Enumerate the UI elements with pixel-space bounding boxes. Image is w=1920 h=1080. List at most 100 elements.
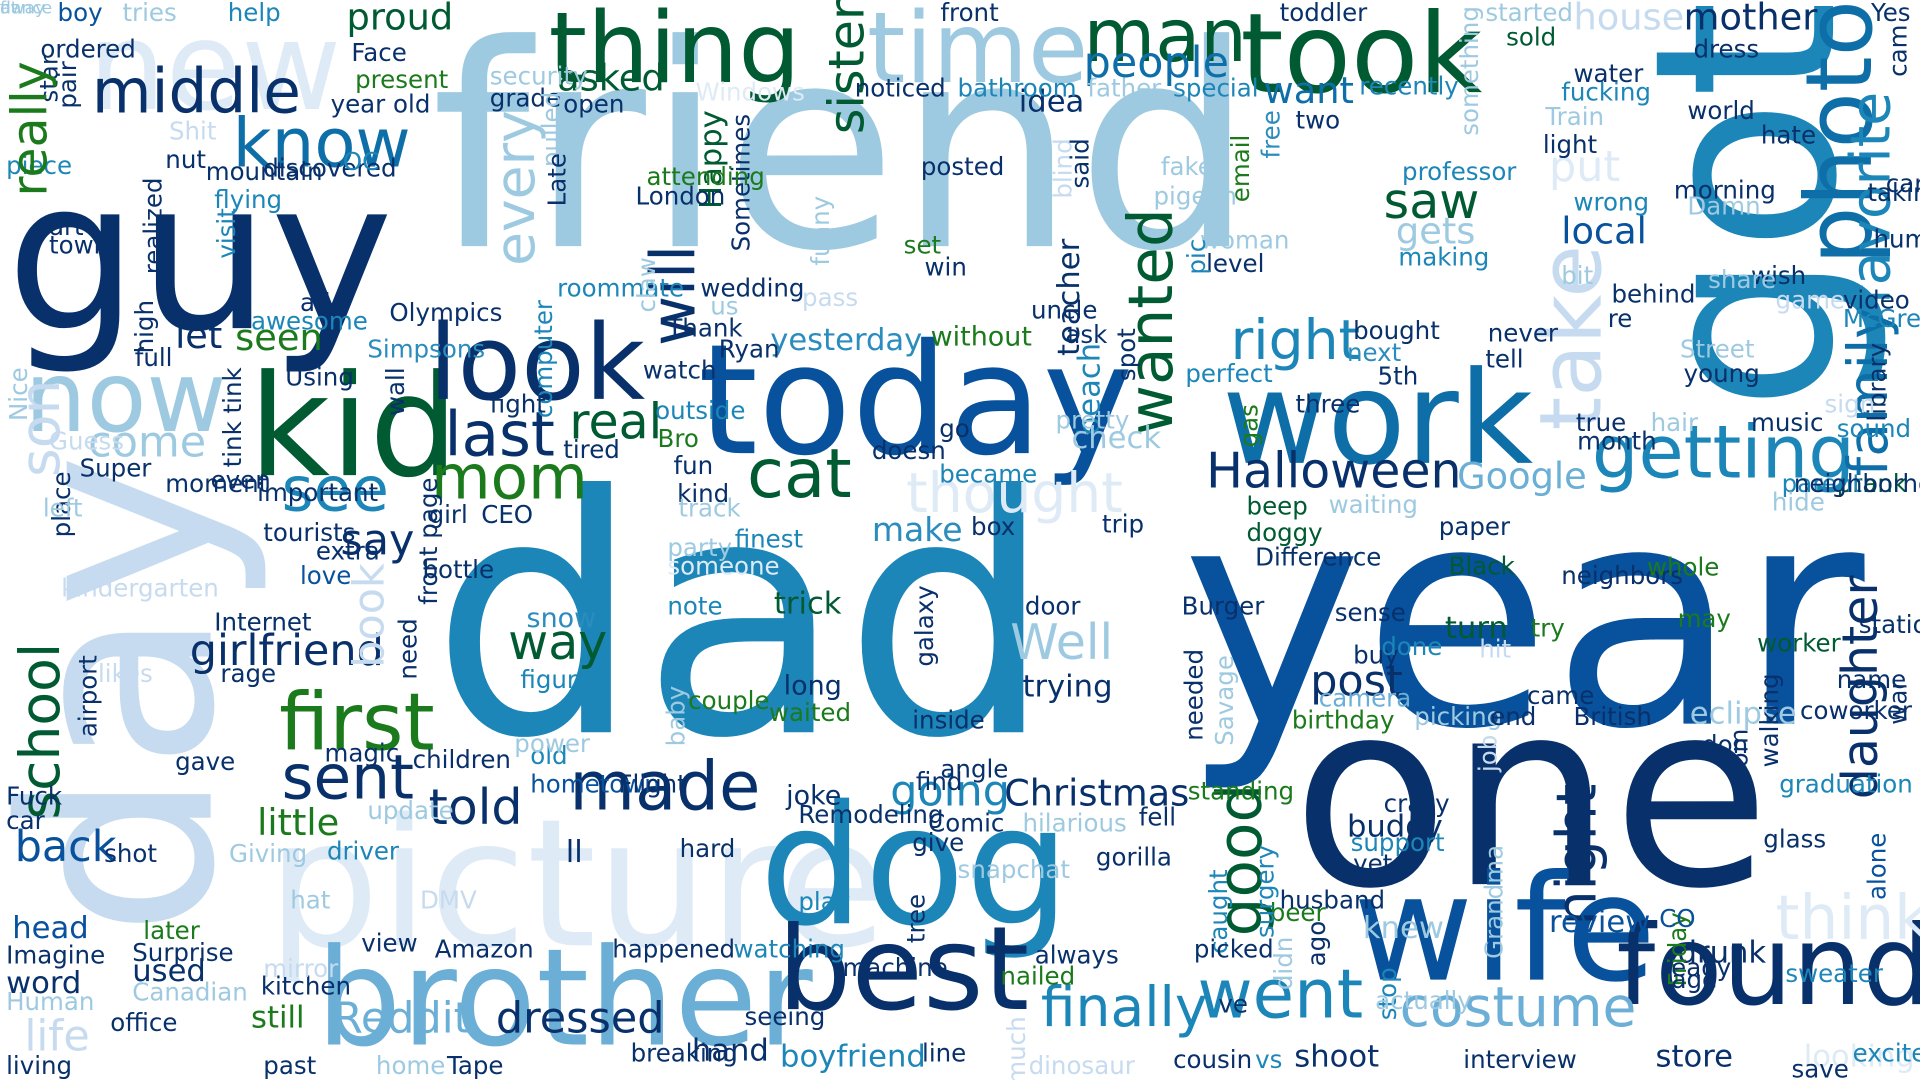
word-local: local	[1561, 210, 1647, 254]
word-party: party	[667, 532, 733, 563]
word-drunk: drunk	[1677, 934, 1767, 970]
word-fun: fun	[673, 450, 714, 481]
word-needed: needed	[1179, 648, 1209, 741]
word-oc: OC	[342, 146, 380, 177]
word-won: won	[918, 544, 969, 575]
word-wrong: wrong	[1573, 187, 1650, 217]
word-neighborhood: neighborhood	[1793, 468, 1920, 499]
word-couple: couple	[688, 685, 770, 716]
word-town: town	[48, 230, 110, 260]
word-human: Human	[6, 986, 95, 1017]
word-burger: Burger	[1181, 591, 1265, 621]
word-nut: nut	[165, 144, 206, 174]
word-posted: posted	[920, 151, 1005, 182]
word-walking: walking	[1754, 673, 1785, 768]
word-found: found	[1616, 902, 1920, 1032]
word-gorilla: gorilla	[1095, 842, 1172, 872]
word-hat: hat	[290, 885, 331, 915]
word-started: started	[1485, 0, 1573, 27]
word-picture: picture	[266, 781, 888, 989]
word-well: Well	[1010, 614, 1114, 672]
word-tourists: tourists	[263, 517, 356, 548]
word-snow: snow	[526, 603, 597, 635]
word-without: without	[930, 322, 1032, 353]
word-joke: joke	[786, 781, 842, 812]
word-thank: Thank	[667, 313, 743, 343]
word-waited: waited	[768, 697, 852, 728]
word-sound: sound	[1836, 413, 1912, 444]
word-figured: figured	[520, 664, 608, 695]
word-fuck: Fuck	[6, 781, 63, 811]
word-whole: whole	[1646, 552, 1720, 582]
word-pic: pic	[1181, 238, 1212, 275]
word-humor: humor	[1873, 224, 1920, 254]
word-canadian: Canadian	[132, 977, 248, 1007]
word-post: post	[1310, 657, 1403, 707]
word-mother: mother	[1683, 0, 1818, 40]
word-flying: flying	[214, 184, 283, 215]
word-realized: realized	[138, 177, 168, 275]
word-children: children	[412, 744, 511, 774]
word-beep: beep	[1246, 491, 1308, 521]
word-seeing: seeing	[744, 1001, 826, 1032]
word-gets: gets	[1395, 210, 1476, 254]
word-tree: tree	[901, 893, 931, 944]
word-coworker: coworker	[1800, 695, 1912, 725]
word-recently: recently	[1359, 71, 1459, 101]
word-important: important	[257, 477, 379, 507]
word-war: war	[1883, 679, 1913, 725]
word-roommate: roommate	[557, 273, 685, 303]
word-ceo: CEO	[481, 499, 534, 529]
word-doggy: doggy	[1246, 517, 1323, 548]
word-windows: Windows	[695, 77, 805, 107]
word-prank: prank	[1836, 468, 1908, 499]
word-ll: ll	[565, 833, 583, 870]
word-first: first	[279, 677, 435, 769]
word-try: try	[1530, 613, 1565, 643]
word-check: check	[1071, 420, 1162, 456]
word-kindergarten: kindergarten	[61, 573, 219, 603]
word-don: don	[1702, 729, 1749, 760]
word-bottle: bottle	[422, 554, 495, 585]
word-look: look	[428, 303, 646, 425]
word-5th: 5th	[1377, 361, 1419, 391]
word-today: today	[697, 312, 1134, 490]
word-time: time	[866, 0, 1089, 106]
word-love: love	[300, 560, 352, 591]
word-really: really	[2, 61, 59, 197]
word-eclipse: eclipse	[1689, 695, 1797, 732]
word-gave: gave	[175, 746, 236, 777]
word-mcgregor: McGregor	[1842, 303, 1920, 334]
word-google: Google	[1457, 455, 1587, 499]
word-game: game	[1775, 285, 1846, 315]
word-year-old: year old	[330, 89, 431, 119]
word-boy: boy	[57, 0, 103, 27]
word-husband: husband	[1279, 885, 1386, 915]
word-imagine: Imagine	[6, 940, 106, 970]
word-trick: trick	[773, 585, 842, 621]
word-crazy: crazy	[1383, 788, 1450, 818]
word-wife: wife	[1353, 844, 1657, 1016]
word-reddit: Reddit	[333, 994, 471, 1044]
word-job: job	[1473, 734, 1503, 773]
word-interview: interview	[1463, 1044, 1577, 1074]
word-tired: tired	[563, 434, 620, 465]
word-standing: standing	[1187, 776, 1295, 806]
word-wish: wish	[1751, 260, 1807, 291]
word-yes: Yes	[1871, 0, 1911, 27]
word-video: video	[1842, 285, 1910, 315]
word-ready: ready	[1661, 952, 1732, 983]
word-girlfriend: girlfriend	[189, 626, 384, 676]
word-watching: watching	[733, 934, 845, 964]
word-one: one	[1291, 645, 1771, 946]
word-flight: Flight	[618, 768, 687, 799]
word-card: card	[1885, 168, 1920, 199]
word-people: people	[1083, 39, 1229, 89]
word-london: London	[635, 181, 726, 211]
word-work: work	[1222, 344, 1534, 494]
word-visit: visit	[211, 208, 242, 259]
word-new: new	[88, 0, 342, 139]
word-rage: rage	[220, 658, 277, 689]
word-come: come	[88, 418, 207, 468]
